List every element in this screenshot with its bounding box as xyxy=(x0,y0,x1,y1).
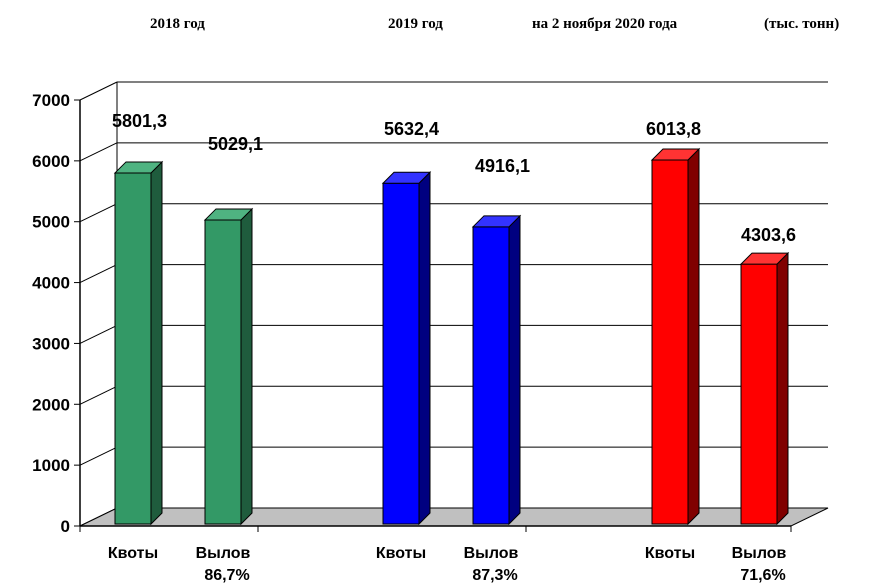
bar xyxy=(651,159,689,525)
bar xyxy=(472,226,510,525)
x-category-sublabel: 71,6% xyxy=(740,567,785,584)
x-category-label: Вылов xyxy=(464,545,519,562)
gridline-side xyxy=(79,81,118,101)
y-tick-label: 2000 xyxy=(32,395,70,414)
y-tick-label: 5000 xyxy=(32,213,70,232)
header-period-2020: на 2 ноября 2020 года xyxy=(532,16,678,32)
y-tick-label: 1000 xyxy=(32,456,70,475)
y-tick-label: 0 xyxy=(61,517,70,536)
bar xyxy=(114,172,152,525)
bar-side xyxy=(687,147,700,526)
x-category-label: Квоты xyxy=(108,545,158,562)
gridline-side xyxy=(79,446,118,466)
bar-value-label: 4916,1 xyxy=(475,156,530,176)
bar-top xyxy=(650,148,701,161)
y-tick-label: 3000 xyxy=(32,334,70,353)
bar-side xyxy=(150,160,163,526)
x-category-label: Вылов xyxy=(732,545,787,562)
bar-value-label: 6013,8 xyxy=(646,119,701,139)
bar-side xyxy=(418,171,431,526)
gridline-side xyxy=(79,203,118,223)
y-tick-label: 6000 xyxy=(32,152,70,171)
gridline-side xyxy=(79,385,118,405)
y-tick-label: 7000 xyxy=(32,91,70,110)
header-period-2018: 2018 год xyxy=(150,16,205,32)
bar-top xyxy=(739,252,790,265)
x-category-label: Вылов xyxy=(196,545,251,562)
y-tick-label: 4000 xyxy=(32,274,70,293)
x-category-sublabel: 86,7% xyxy=(204,567,249,584)
x-category-label: Квоты xyxy=(645,545,695,562)
floor xyxy=(79,507,829,527)
bar-side xyxy=(508,214,521,526)
x-category-label: Квоты xyxy=(376,545,426,562)
bar-top xyxy=(471,215,522,228)
x-category-sublabel: 87,3% xyxy=(472,567,517,584)
bar-top xyxy=(203,208,254,221)
bar-value-label: 5801,3 xyxy=(112,111,167,131)
gridline-side xyxy=(79,264,118,284)
bar-value-label: 5029,1 xyxy=(208,134,263,154)
bar xyxy=(740,263,778,525)
bar-side xyxy=(240,207,253,526)
header-period-2019: 2019 год xyxy=(388,16,443,32)
gridline-side xyxy=(79,324,118,344)
bar-side xyxy=(776,251,789,526)
bar-top xyxy=(113,161,164,174)
bar xyxy=(204,219,242,525)
bar-value-label: 5632,4 xyxy=(384,119,439,139)
bar-value-label: 4303,6 xyxy=(741,225,796,245)
bar-top xyxy=(381,171,432,184)
bar xyxy=(382,182,420,525)
gridline-side xyxy=(79,142,118,162)
header-unit: (тыс. тонн) xyxy=(764,16,840,32)
